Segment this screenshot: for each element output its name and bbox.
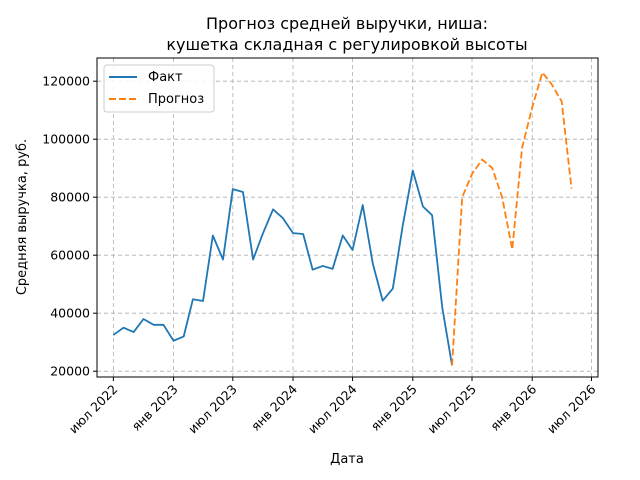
y-axis: 20000 40000 60000 80000 100000 120000 (42, 74, 97, 379)
x-tick-label: янв 2023 (128, 382, 180, 434)
x-tick-label: июл 2024 (305, 381, 360, 436)
y-axis-label: Средняя выручка, руб. (15, 139, 30, 295)
y-tick-label: 120000 (42, 74, 90, 89)
x-tick-label: янв 2025 (368, 382, 420, 434)
x-tick-label: июл 2022 (66, 382, 121, 437)
plot-frame (96, 57, 599, 378)
x-axis: июл 2022 янв 2023 июл 2023 янв 2024 июл 2024… (66, 377, 599, 436)
legend-label-forecast: Прогноз (148, 92, 204, 107)
chart-title-line-1: Прогноз средней выручки, ниша: (206, 14, 488, 33)
x-tick-label: июл 2023 (185, 382, 240, 437)
x-tick-label: июл 2025 (424, 382, 479, 437)
y-tick-label: 100000 (42, 132, 90, 147)
legend: Факт Прогноз (103, 64, 215, 113)
series-line-forecast (451, 71, 573, 366)
legend-label-fact: Факт (148, 70, 183, 85)
y-tick-label: 80000 (50, 190, 90, 205)
y-tick-label: 60000 (50, 248, 90, 263)
y-tick-label: 40000 (50, 306, 90, 321)
x-tick-label: янв 2024 (248, 381, 300, 433)
chart-title-line-2: кушетка складная с регулировкой высоты (166, 35, 527, 54)
y-tick-label: 20000 (50, 364, 90, 379)
plot-area (112, 71, 573, 366)
x-tick-label: июл 2026 (544, 381, 599, 436)
x-axis-label: Дата (330, 452, 364, 467)
series-line-fact (112, 169, 453, 366)
x-tick-label: янв 2026 (487, 381, 539, 433)
